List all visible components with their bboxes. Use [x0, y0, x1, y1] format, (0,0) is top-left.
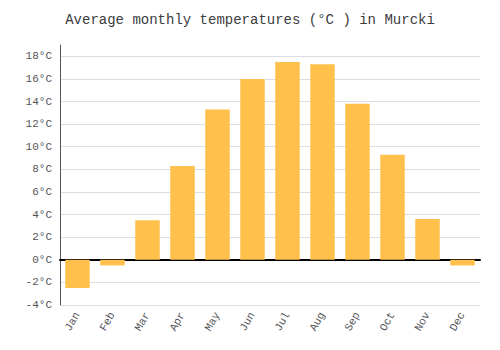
svg-text:18°C: 18°C — [26, 50, 53, 62]
svg-text:Average monthly temperatures (: Average monthly temperatures (°C ) in Mu… — [65, 12, 435, 28]
svg-text:May: May — [202, 310, 222, 333]
svg-text:Apr: Apr — [167, 310, 187, 333]
svg-text:14°C: 14°C — [26, 96, 53, 108]
svg-text:4°C: 4°C — [32, 209, 52, 221]
svg-text:16°C: 16°C — [26, 73, 53, 85]
svg-text:Nov: Nov — [412, 310, 432, 333]
svg-text:Jul: Jul — [272, 310, 292, 333]
svg-text:Oct: Oct — [377, 310, 397, 333]
svg-text:8°C: 8°C — [32, 163, 52, 175]
svg-text:Mar: Mar — [132, 310, 152, 333]
svg-text:2°C: 2°C — [32, 231, 52, 243]
svg-text:12°C: 12°C — [26, 118, 53, 130]
svg-text:0°C: 0°C — [32, 254, 52, 266]
svg-text:Dec: Dec — [447, 310, 467, 333]
svg-text:-2°C: -2°C — [26, 276, 53, 288]
svg-text:-4°C: -4°C — [26, 299, 53, 311]
svg-text:Feb: Feb — [97, 310, 117, 333]
svg-text:Jan: Jan — [62, 310, 82, 333]
svg-text:Sep: Sep — [342, 310, 362, 333]
svg-text:Jun: Jun — [237, 310, 257, 333]
svg-text:6°C: 6°C — [32, 186, 52, 198]
svg-text:Aug: Aug — [307, 310, 327, 333]
svg-text:10°C: 10°C — [26, 141, 53, 153]
